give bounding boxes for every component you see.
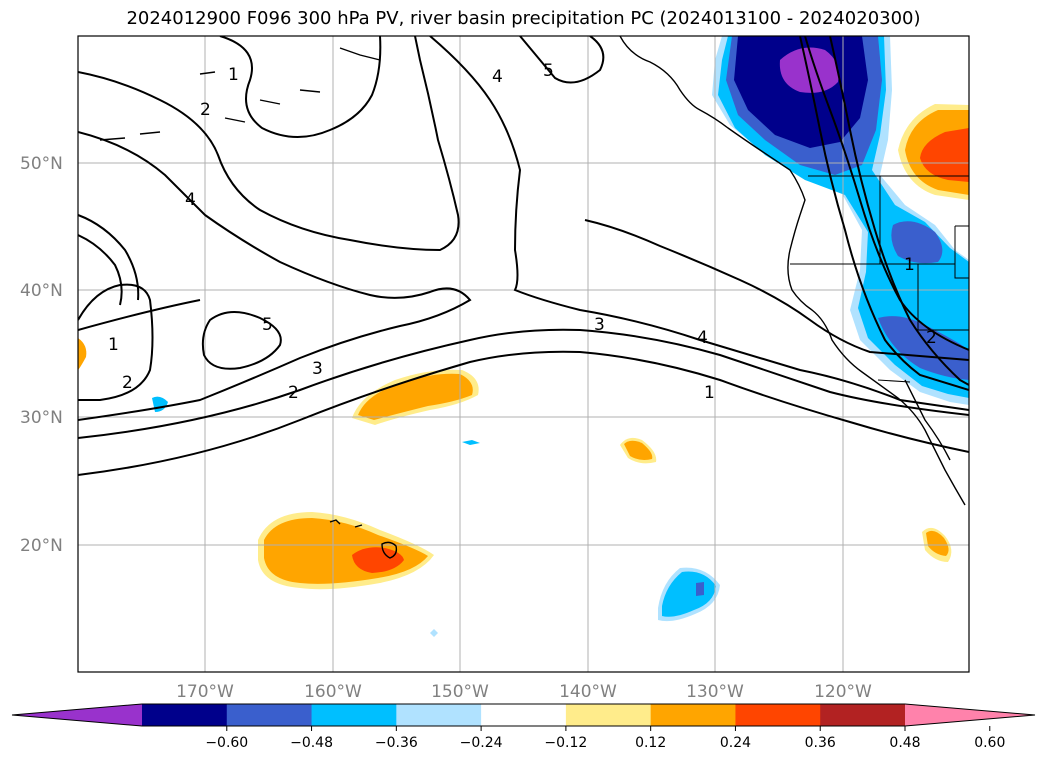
precip-negative-tiny-2 — [430, 629, 438, 637]
lon-tick-label: 160°W — [304, 682, 362, 702]
colorbar-bin — [396, 704, 482, 726]
border-state-4 — [954, 225, 969, 279]
border-state-3 — [917, 264, 969, 331]
pv-label: 4 — [697, 328, 708, 348]
colorbar-bin — [311, 704, 397, 726]
pv-label: 5 — [262, 315, 273, 335]
pv-label: 2 — [288, 383, 299, 403]
precip-positive-northeast-core — [920, 128, 969, 182]
precip-positive-small-2-core — [926, 530, 949, 556]
pv-label: 4 — [492, 67, 503, 87]
pv-contours — [78, 36, 969, 476]
colorbar-extend-high — [905, 704, 1035, 726]
pv-contour-5-west — [201, 311, 282, 370]
colorbar-tick-label: 0.36 — [805, 735, 836, 751]
pv-contour-3 — [78, 283, 201, 401]
colorbar-bin — [735, 704, 821, 726]
borders — [790, 175, 969, 383]
pv-contour-west-1 — [78, 214, 140, 306]
pv-contour-4 — [78, 131, 472, 421]
pv-contour-coast-3 — [804, 36, 969, 351]
pv-contour-4-5 — [519, 36, 605, 84]
pv-contour-1-south — [78, 350, 969, 476]
pv-contour-2-north — [78, 36, 460, 252]
colorbar-tick-label: −0.48 — [290, 735, 333, 751]
lon-tick-label: 120°W — [814, 682, 872, 702]
lat-tick-label: 30°N — [20, 408, 63, 428]
pv-contour-coast-2 — [829, 36, 969, 386]
pv-label: 3 — [594, 315, 605, 335]
colorbar-tick-label: 0.24 — [720, 735, 751, 751]
hawaii-islands — [329, 519, 398, 559]
lat-tick-label: 20°N — [20, 536, 63, 556]
west-coast — [787, 214, 966, 506]
colorbar-tick-label: −0.36 — [375, 735, 418, 751]
colorbar-bin — [820, 704, 906, 726]
colorbar-tick-label: 0.60 — [974, 735, 1005, 751]
pv-label: 2 — [200, 100, 211, 120]
map-content: 1 2 4 4 5 5 1 2 3 2 3 4 1 1 2 — [78, 36, 969, 672]
colorbar-bin — [650, 704, 736, 726]
colorbar-tick-label: −0.24 — [460, 735, 503, 751]
baja-coast — [904, 379, 951, 461]
precip-negative-tiny-1 — [462, 440, 480, 445]
lon-axis: 170°W 160°W 150°W 140°W 130°W 120°W — [176, 682, 872, 702]
precip-negative-south-core — [696, 582, 704, 596]
pv-contour-2-south — [78, 328, 969, 439]
lon-tick-label: 170°W — [176, 682, 234, 702]
colorbar: −0.60 −0.48 −0.36 −0.24 −0.12 0.12 0.24 0.36 0.4… — [11, 703, 1036, 751]
pv-label: 5 — [543, 61, 554, 81]
pv-label: 1 — [704, 383, 715, 403]
pv-label: 2 — [926, 328, 937, 348]
pv-contour-coast-1 — [799, 36, 969, 391]
colorbar-bin — [565, 704, 652, 726]
lon-tick-label: 140°W — [559, 682, 617, 702]
lon-tick-label: 130°W — [686, 682, 744, 702]
coastlines — [99, 36, 966, 559]
colorbar-tick-label: −0.12 — [544, 735, 587, 751]
precip-positive-hawaii-core — [352, 547, 404, 573]
lat-axis: 50°N 40°N 30°N 20°N — [20, 154, 63, 556]
lat-tick-label: 40°N — [20, 281, 63, 301]
lon-tick-label: 150°W — [431, 682, 489, 702]
precip-positive-small-1-core — [624, 440, 653, 460]
alaska-islands — [99, 47, 381, 141]
precip-positive-west-edge — [78, 338, 87, 370]
map-frame — [77, 35, 970, 673]
colorbar-tick-label: −0.60 — [205, 735, 248, 751]
pv-label: 2 — [122, 373, 133, 393]
colorbar-bin — [481, 704, 567, 726]
pv-contour-center — [429, 36, 969, 411]
pv-contour-1-north — [219, 36, 382, 139]
pv-label: 1 — [108, 335, 119, 355]
precip-negative-northwest-max — [779, 47, 839, 93]
colorbar-outline — [11, 703, 1036, 727]
colorbar-tick-label: 0.48 — [889, 735, 920, 751]
pv-label: 4 — [185, 190, 196, 210]
pv-contour-labels: 1 2 4 4 5 5 1 2 3 2 3 4 1 1 2 — [108, 61, 937, 403]
pv-label: 1 — [228, 65, 239, 85]
alaska-coast — [619, 36, 806, 216]
lat-tick-label: 50°N — [20, 154, 63, 174]
pv-label: 1 — [904, 255, 915, 275]
chart-title: 2024012900 F096 300 hPa PV, river basin … — [126, 8, 921, 29]
colorbar-tick-label: 0.12 — [635, 735, 666, 751]
colorbar-extend-low — [12, 704, 142, 726]
pv-contour-1-central — [584, 219, 969, 361]
colorbar-bin — [142, 704, 228, 726]
precip-negative-inland-2 — [878, 316, 969, 380]
border-mexico — [877, 379, 911, 383]
pv-label: 3 — [312, 359, 323, 379]
precip-positive-band — [358, 373, 473, 420]
colorbar-bin — [226, 704, 313, 726]
precip-negative-inland-1 — [891, 221, 943, 264]
